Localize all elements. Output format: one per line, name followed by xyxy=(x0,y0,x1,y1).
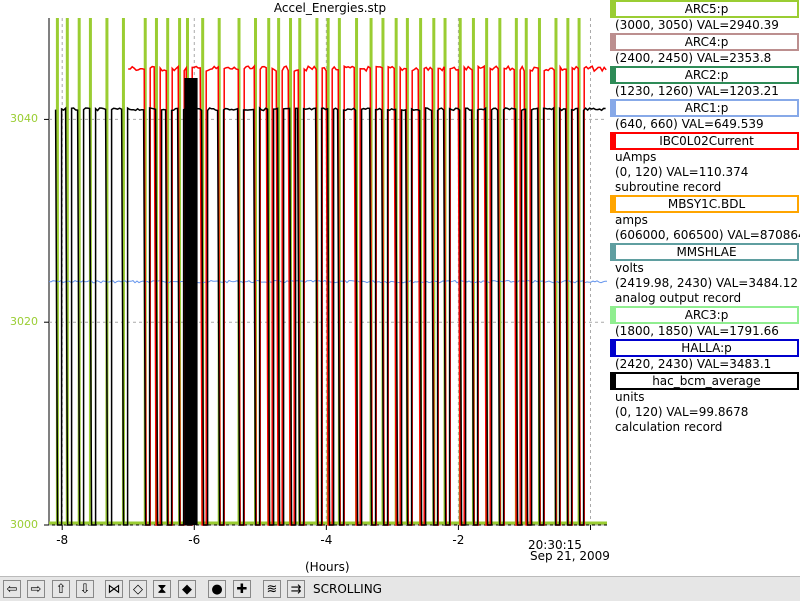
legend-series-name[interactable]: MMSHLAE xyxy=(610,243,799,261)
legend-item[interactable]: MBSY1C.BDL amps (606000, 606500) VAL=87086… xyxy=(610,195,800,243)
legend-detail: (640, 660) VAL=649.539 xyxy=(615,117,764,131)
legend-item[interactable]: IBC0L02Current uAmps (0, 120) VAL=110.374 s… xyxy=(610,132,800,195)
x-tick-label: -6 xyxy=(188,533,201,547)
x-axis-label: (Hours) xyxy=(305,560,350,574)
legend-item[interactable]: ARC5:p (3000, 3050) VAL=2940.39 xyxy=(610,0,800,33)
legend-item[interactable]: HALLA:p (2420, 2430) VAL=3483.1 xyxy=(610,339,800,372)
legend-detail: subroutine record xyxy=(615,180,722,194)
x-tick-label: -4 xyxy=(320,533,333,547)
legend-series-name[interactable]: ARC1:p xyxy=(610,99,799,117)
x-end-time: 20:30:15 xyxy=(528,538,582,552)
hac-bcm-series-line xyxy=(54,106,606,526)
dense-trip-region xyxy=(184,78,198,525)
status-label: SCROLLING xyxy=(313,582,382,596)
legend-series-name[interactable]: HALLA:p xyxy=(610,339,799,357)
legend-item[interactable]: ARC1:p (640, 660) VAL=649.539 xyxy=(610,99,800,132)
legend-series-name[interactable]: MBSY1C.BDL xyxy=(610,195,799,213)
legend-detail: volts xyxy=(615,261,644,275)
x-end-date: Sep 21, 2009 xyxy=(530,549,610,563)
scroll-right-button[interactable]: ⇨ xyxy=(27,580,45,598)
legend-series-name[interactable]: hac_bcm_average xyxy=(610,372,799,390)
scroll-mode-button[interactable]: ⇉ xyxy=(287,580,305,598)
config-button[interactable]: ≋ xyxy=(263,580,281,598)
legend-item[interactable]: MMSHLAE volts (2419.98, 2430) VAL=3484.12 a… xyxy=(610,243,800,306)
zoom-out-x-button[interactable]: ◇ xyxy=(129,580,147,598)
legend-detail: calculation record xyxy=(615,420,723,434)
zoom-out-y-button[interactable]: ◆ xyxy=(178,580,196,598)
legend-series-name[interactable]: ARC4:p xyxy=(610,33,799,51)
legend-detail: (0, 120) VAL=110.374 xyxy=(615,165,749,179)
legend-detail: uAmps xyxy=(615,150,657,164)
legend-item[interactable]: hac_bcm_average units (0, 120) VAL=99.8678… xyxy=(610,372,800,435)
legend-series-name[interactable]: ARC2:p xyxy=(610,66,799,84)
y-tick-label: 3020 xyxy=(10,315,38,329)
legend-item[interactable]: ARC2:p (1230, 1260) VAL=1203.21 xyxy=(610,66,800,99)
legend-detail: analog output record xyxy=(615,291,742,305)
add-button[interactable]: ✚ xyxy=(233,580,251,598)
y-tick-label: 3000 xyxy=(10,518,38,531)
scroll-left-button[interactable]: ⇦ xyxy=(3,580,21,598)
legend-detail: units xyxy=(615,390,645,404)
legend-detail: (1230, 1260) VAL=1203.21 xyxy=(615,84,779,98)
legend-series-name[interactable]: IBC0L02Current xyxy=(610,132,799,150)
ibc0l02-series-line xyxy=(128,64,607,526)
x-tick-label: -2 xyxy=(452,533,465,547)
legend-detail: (2419.98, 2430) VAL=3484.12 xyxy=(615,276,798,290)
legend-detail: amps xyxy=(615,213,648,227)
x-tick-label: -8 xyxy=(56,533,69,547)
legend-detail: (606000, 606500) VAL=870864 xyxy=(615,228,800,242)
zoom-in-y-button[interactable]: ⧗ xyxy=(153,580,171,598)
y-tick-label: 3040 xyxy=(10,112,38,126)
chart-title: Accel_Energies.stp xyxy=(273,1,387,15)
legend-item[interactable]: ARC4:p (2400, 2450) VAL=2353.8 xyxy=(610,33,800,66)
toolbar: ⇦ ⇨ ⇧ ⇩ ⋈ ◇ ⧗ ◆ ● ✚ ≋ ⇉ SCROLLING xyxy=(0,576,800,601)
zoom-in-x-button[interactable]: ⋈ xyxy=(105,580,123,598)
legend-detail: (1800, 1850) VAL=1791.66 xyxy=(615,324,779,338)
legend: ARC5:p (3000, 3050) VAL=2940.39 ARC4:p (240… xyxy=(610,0,800,435)
legend-detail: (0, 120) VAL=99.8678 xyxy=(615,405,749,419)
legend-detail: (2400, 2450) VAL=2353.8 xyxy=(615,51,772,65)
legend-detail: (3000, 3050) VAL=2940.39 xyxy=(615,18,779,32)
plot-area[interactable] xyxy=(0,0,610,576)
legend-item[interactable]: ARC3:p (1800, 1850) VAL=1791.66 xyxy=(610,306,800,339)
scroll-down-button[interactable]: ⇩ xyxy=(76,580,94,598)
legend-detail: (2420, 2430) VAL=3483.1 xyxy=(615,357,772,371)
legend-series-name[interactable]: ARC5:p xyxy=(610,0,799,18)
stop-button[interactable]: ● xyxy=(208,580,226,598)
scroll-up-button[interactable]: ⇧ xyxy=(52,580,70,598)
legend-series-name[interactable]: ARC3:p xyxy=(610,306,799,324)
